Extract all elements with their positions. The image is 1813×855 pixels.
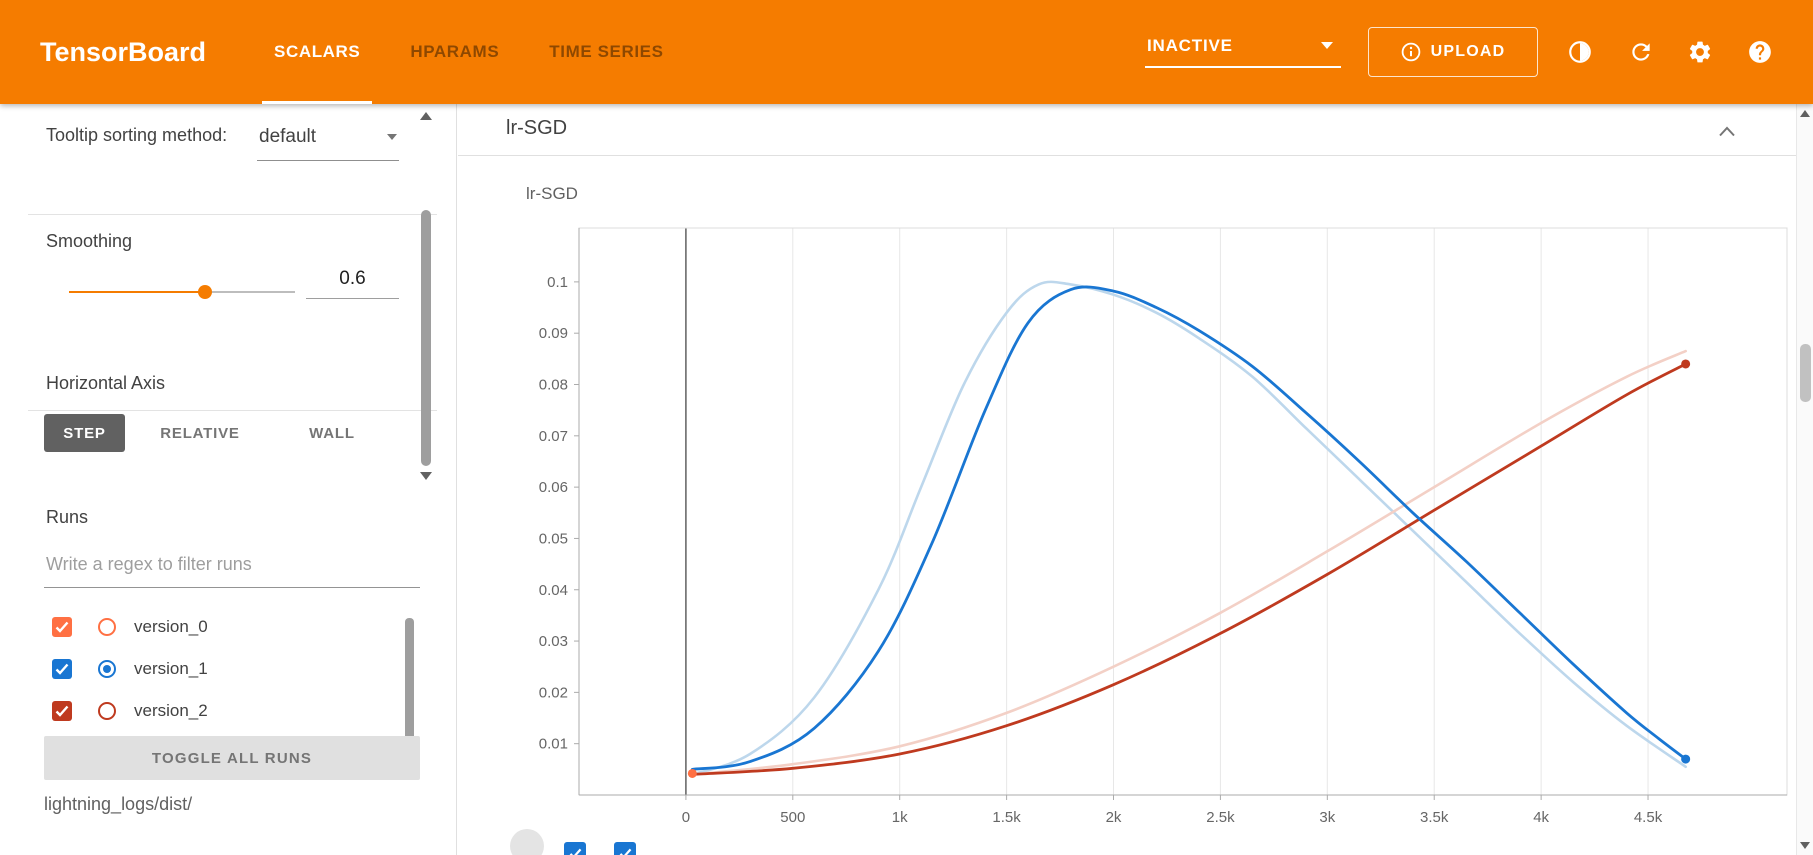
run-checkbox-version_1[interactable] <box>52 659 72 679</box>
chart-mini-checkbox[interactable] <box>614 842 636 855</box>
run-radio-version_0[interactable] <box>98 618 116 636</box>
run-list-scrollbar-thumb[interactable] <box>405 618 414 742</box>
svg-text:0.01: 0.01 <box>539 736 568 753</box>
upload-button[interactable]: UPLOAD <box>1368 27 1538 77</box>
tab-time-series[interactable]: TIME SERIES <box>549 42 664 61</box>
status-dropdown[interactable]: INACTIVE <box>1145 32 1341 68</box>
tab-bar: SCALARS HPARAMS TIME SERIES <box>262 0 676 104</box>
settings-scrollbar-thumb[interactable] <box>421 210 431 466</box>
select-caret-icon <box>387 134 397 140</box>
svg-text:0.06: 0.06 <box>539 479 568 496</box>
tab-scalars[interactable]: SCALARS <box>262 0 372 104</box>
svg-text:1k: 1k <box>892 809 908 826</box>
run-label: version_1 <box>134 659 208 678</box>
svg-text:0.1: 0.1 <box>547 274 568 291</box>
page-scrollbar[interactable] <box>1796 104 1813 855</box>
scroll-down-icon[interactable] <box>1800 842 1810 849</box>
run-row: version_0 <box>44 606 400 648</box>
page-scrollbar-thumb[interactable] <box>1800 344 1811 402</box>
app-logo: TensorBoard <box>40 37 207 67</box>
upload-button-label: UPLOAD <box>1430 43 1506 60</box>
smoothing-label: Smoothing <box>46 231 133 251</box>
settings-scroll-up-icon[interactable] <box>420 112 432 120</box>
svg-text:0.09: 0.09 <box>539 325 568 342</box>
chart-mini-checkbox[interactable] <box>564 842 586 855</box>
chart-action-button[interactable] <box>510 829 544 855</box>
scalar-chart[interactable]: 0 500 1k 1.5k 2k 2.5k 3k 3.5k 4k 4.5k 0.01 0.02 0.03… <box>458 160 1796 855</box>
divider <box>28 214 437 215</box>
help-icon[interactable] <box>1747 39 1773 65</box>
divider <box>28 410 437 411</box>
run-label: version_2 <box>134 701 208 720</box>
svg-text:0.05: 0.05 <box>539 530 568 547</box>
axis-step-button[interactable]: STEP <box>44 414 125 452</box>
dropdown-caret-icon <box>1321 42 1333 49</box>
svg-text:2k: 2k <box>1106 809 1122 826</box>
info-icon <box>1401 42 1421 62</box>
run-radio-version_2[interactable] <box>98 702 116 720</box>
svg-text:1.5k: 1.5k <box>992 809 1021 826</box>
sidebar: Tooltip sorting method: default Smoothin… <box>0 104 457 855</box>
app-header: TensorBoard SCALARS HPARAMS TIME SERIES … <box>0 0 1813 104</box>
axis-relative-button[interactable]: RELATIVE <box>140 414 260 452</box>
settings-gear-icon[interactable] <box>1687 39 1713 65</box>
smoothing-slider-fill <box>69 291 205 293</box>
chart-title: lr-SGD <box>526 184 578 203</box>
toggle-all-runs-button[interactable]: TOGGLE ALL RUNS <box>44 736 420 780</box>
svg-text:4k: 4k <box>1533 809 1549 826</box>
theme-toggle-icon[interactable] <box>1567 39 1593 65</box>
run-row: version_2 <box>44 690 400 732</box>
smoothing-slider[interactable] <box>69 284 295 300</box>
axis-wall-button[interactable]: WALL <box>292 414 372 452</box>
tooltip-sorting-value: default <box>259 126 317 147</box>
collapse-chevron-icon[interactable] <box>1718 124 1736 142</box>
log-directory-label: lightning_logs/dist/ <box>44 794 193 814</box>
smoothing-value-input[interactable] <box>306 266 399 299</box>
tooltip-sorting-label: Tooltip sorting method: <box>46 125 228 145</box>
tab-hparams[interactable]: HPARAMS <box>410 42 500 61</box>
run-radio-version_1[interactable] <box>98 660 116 678</box>
svg-text:0.04: 0.04 <box>539 582 568 599</box>
svg-text:4.5k: 4.5k <box>1634 809 1663 826</box>
svg-text:0: 0 <box>682 809 690 826</box>
chart-card-header: lr-SGD <box>458 104 1796 156</box>
horizontal-axis-label: Horizontal Axis <box>46 373 166 393</box>
runs-filter-input[interactable] <box>44 550 420 588</box>
run-row: version_1 <box>44 648 400 690</box>
svg-text:0.07: 0.07 <box>539 428 568 445</box>
status-dropdown-value: INACTIVE <box>1147 36 1233 55</box>
svg-text:3.5k: 3.5k <box>1420 809 1449 826</box>
tooltip-sorting-select[interactable]: default <box>257 122 399 161</box>
chart-card-title: lr-SGD <box>506 117 568 139</box>
settings-scroll-down-icon[interactable] <box>420 472 432 480</box>
svg-text:3k: 3k <box>1319 809 1335 826</box>
runs-title: Runs <box>46 507 89 527</box>
scroll-up-icon[interactable] <box>1800 110 1810 117</box>
run-label: version_0 <box>134 617 208 636</box>
main-content: lr-SGD lr-SGD 0 500 1k 1.5k 2k 2.5k 3k 3.5k 4k 4.… <box>458 104 1796 855</box>
run-checkbox-version_2[interactable] <box>52 701 72 721</box>
svg-text:0.03: 0.03 <box>539 633 568 650</box>
svg-text:0.02: 0.02 <box>539 684 568 701</box>
run-checkbox-version_0[interactable] <box>52 617 72 637</box>
smoothing-slider-thumb[interactable] <box>197 285 212 299</box>
svg-text:0.08: 0.08 <box>539 377 568 394</box>
svg-text:500: 500 <box>780 809 805 826</box>
run-list: version_0 version_1 version_2 <box>44 606 400 732</box>
svg-text:2.5k: 2.5k <box>1206 809 1235 826</box>
refresh-icon[interactable] <box>1628 39 1654 65</box>
